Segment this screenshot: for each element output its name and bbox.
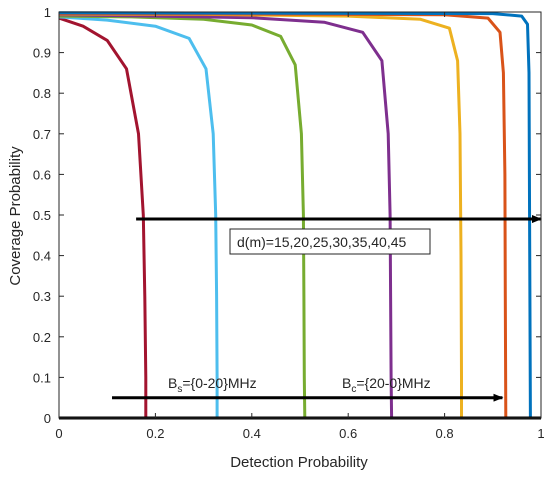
bc-label-base: B [342,375,351,391]
bc-label-sub: c [351,384,356,395]
series-line-2 [58,15,219,418]
series-layer [58,11,532,419]
bc-label-rest: ={20-0}MHz [356,375,430,391]
y-tick-label: 0.6 [33,167,51,182]
x-axis-label: Detection Probability [230,454,368,471]
y-tick-label: 1 [44,5,51,20]
series-line-1 [58,16,148,418]
y-tick-label: 0.7 [33,127,51,142]
x-tick-label: 1 [537,426,544,441]
plot-area [58,11,542,419]
y-axis-label: Coverage Probability [7,146,24,286]
distance-label-box: d(m)=15,20,25,30,35,40,45 [229,228,431,255]
series-line-4 [58,13,394,419]
x-tick-label: 0 [55,426,62,441]
y-tick-label: 0.1 [33,370,51,385]
y-tick-label: 0.5 [33,208,51,223]
bs-label: Bs={0-20}MHz [168,375,257,395]
bc-label: Bc={20-0}MHz [342,375,431,395]
y-tick-label: 0.4 [33,249,51,264]
y-axis-ticks: 0 0.1 0.2 0.3 0.4 0.5 0.6 0.7 0.8 0.9 1 [33,5,541,426]
y-tick-label: 0.3 [33,289,51,304]
x-axis-ticks: 0 0.2 0.4 0.6 0.8 1 [55,12,545,441]
x-tick-label: 0.6 [339,426,357,441]
bs-label-base: B [168,375,177,391]
y-tick-label: 0.2 [33,330,51,345]
bs-label-rest: ={0-20}MHz [182,375,256,391]
x-tick-label: 0.8 [436,426,454,441]
distance-label: d(m)=15,20,25,30,35,40,45 [237,234,407,250]
y-tick-label: 0.8 [33,86,51,101]
series-line-5 [58,12,463,418]
bs-label-sub: s [177,384,182,395]
x-tick-label: 0.4 [243,426,261,441]
series-line-7 [58,11,532,419]
y-tick-label: 0.9 [33,46,51,61]
y-tick-label: 0 [44,411,51,426]
x-tick-label: 0.2 [146,426,164,441]
series-line-3 [58,14,307,419]
